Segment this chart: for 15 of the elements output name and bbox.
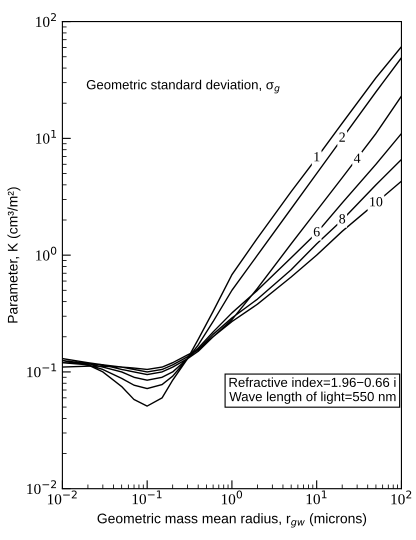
x-tick-label: 10$^{2}$ (391, 490, 412, 504)
y-axis-title: Parameter, K (cm³/m²) (7, 187, 20, 323)
x-tick-label: 10$^{0}$ (222, 490, 242, 504)
annotation: 10 (370, 197, 382, 206)
annotation: Refractive index=1.96−0.66 i (229, 377, 396, 388)
y-tick-label: 10$^{2}$ (36, 13, 56, 28)
annotation: Geometric standard deviation, σ$_{g}$ (86, 80, 280, 94)
x-tick-label: 10$^{1}$ (306, 490, 327, 504)
annotation: 4 (354, 154, 360, 163)
annotation: Wave length of light=550 nm (229, 392, 396, 404)
y-tick-label: 10$^{−1}$ (27, 364, 56, 378)
y-tick-label: 10$^{0}$ (36, 246, 56, 261)
y-tick-label: 10$^{1}$ (36, 130, 56, 144)
x-tick-label: 10$^{−1}$ (132, 490, 162, 504)
x-axis-title: Geometric mass mean radius, r$_{gw}$ (microns) (98, 513, 366, 528)
